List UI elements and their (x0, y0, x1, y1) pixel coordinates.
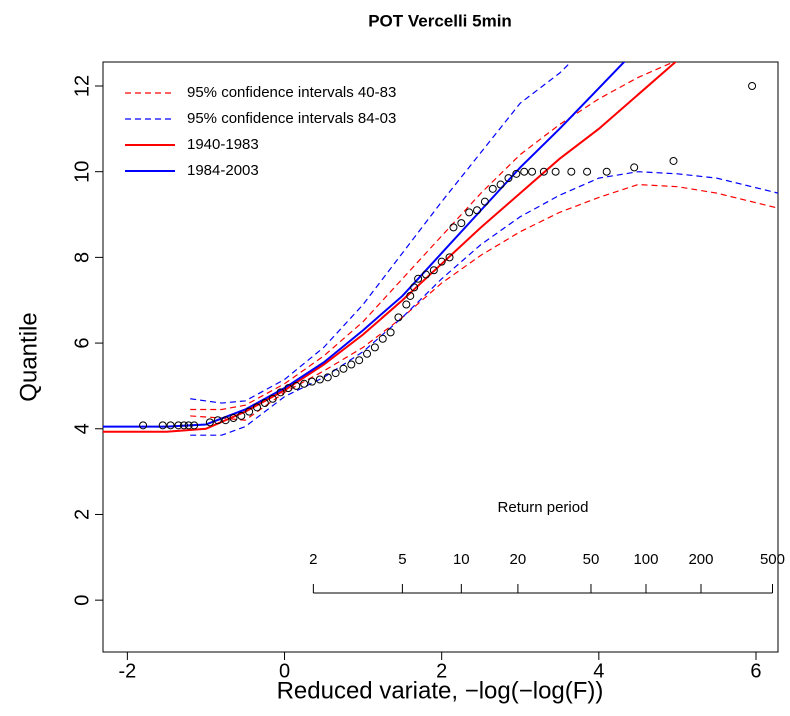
ci-line (190, 183, 778, 421)
data-point (213, 416, 222, 425)
data-point (496, 180, 505, 189)
data-point (748, 81, 757, 90)
y-tick-label: 8 (71, 252, 93, 263)
y-axis-label: Quantile (15, 312, 42, 401)
legend-label: 1940-1983 (187, 136, 259, 153)
return-period-tick-label: 5 (398, 551, 406, 568)
data-point (221, 416, 230, 425)
legend-label: 1984-2003 (187, 162, 259, 179)
data-point (190, 421, 199, 430)
data-point (386, 328, 395, 337)
data-point (308, 377, 317, 386)
data-point (253, 403, 262, 412)
plot-frame (102, 61, 779, 653)
data-point (139, 421, 148, 430)
data-point (445, 253, 454, 262)
data-point (229, 414, 238, 423)
data-point (567, 167, 576, 176)
data-point (276, 388, 285, 397)
return-period-tick-label: 200 (688, 551, 713, 568)
data-point (394, 313, 403, 322)
data-point (292, 381, 301, 390)
data-point (158, 421, 167, 430)
data-point (179, 421, 188, 430)
x-tick-label: -2 (118, 660, 136, 682)
data-point (421, 270, 430, 279)
data-point (355, 356, 364, 365)
data-point (166, 421, 175, 430)
data-point (363, 349, 372, 358)
data-point (449, 223, 458, 232)
data-point (630, 163, 639, 172)
return-period-label: Return period (498, 499, 589, 516)
data-point (237, 411, 246, 420)
x-tick-label: 2 (436, 660, 447, 682)
data-point (539, 167, 548, 176)
data-point (406, 291, 415, 300)
x-axis-label: Reduced variate, −log(−log(F)) (277, 677, 604, 704)
data-point (528, 167, 537, 176)
data-point (402, 300, 411, 309)
data-point (457, 219, 466, 228)
return-period-tick-label: 20 (510, 551, 527, 568)
data-point (323, 373, 332, 382)
return-period-tick-label: 100 (633, 551, 658, 568)
series-line (103, 62, 626, 428)
ci-line (190, 62, 675, 411)
data-point (520, 167, 529, 176)
data-point (602, 167, 611, 176)
y-tick-label: 2 (71, 509, 93, 520)
data-point (339, 364, 348, 373)
data-point (669, 156, 678, 165)
data-point (429, 266, 438, 275)
y-tick-label: 6 (71, 338, 93, 349)
return-period-tick-label: 50 (583, 551, 600, 568)
x-tick-label: 6 (750, 660, 761, 682)
data-point (284, 384, 293, 393)
data-point (410, 283, 419, 292)
data-point (488, 184, 497, 193)
ci-line (190, 62, 572, 404)
ci-line (190, 171, 778, 436)
data-point (315, 375, 324, 384)
chart-title: POT Vercelli 5min (368, 11, 512, 30)
x-tick-label: 4 (593, 660, 604, 682)
return-period-tick-label: 10 (453, 551, 470, 568)
data-point (583, 167, 592, 176)
data-point (437, 257, 446, 266)
y-tick-label: 4 (71, 423, 93, 434)
plot-area (103, 62, 778, 436)
data-point (370, 343, 379, 352)
data-point (504, 174, 513, 183)
data-point (245, 407, 254, 416)
y-tick-label: 0 (71, 595, 93, 606)
data-point (205, 418, 214, 427)
data-point (268, 394, 277, 403)
data-point (473, 206, 482, 215)
return-period-tick-label: 500 (760, 551, 785, 568)
x-tick-label: 0 (279, 660, 290, 682)
data-point (260, 399, 269, 408)
data-point (465, 208, 474, 217)
legend-label: 95% confidence intervals 40-83 (187, 84, 396, 101)
data-point (300, 379, 309, 388)
data-point (551, 167, 560, 176)
y-tick-label: 10 (71, 161, 93, 183)
y-tick-label: 12 (71, 75, 93, 97)
legend-label: 95% confidence intervals 84-03 (187, 110, 396, 127)
data-point (378, 334, 387, 343)
data-point (174, 421, 183, 430)
data-point (331, 369, 340, 378)
return-period-tick-label: 2 (309, 551, 317, 568)
data-point (512, 169, 521, 178)
data-point (414, 274, 423, 283)
data-point (480, 197, 489, 206)
data-point (184, 421, 193, 430)
data-point (347, 360, 356, 369)
